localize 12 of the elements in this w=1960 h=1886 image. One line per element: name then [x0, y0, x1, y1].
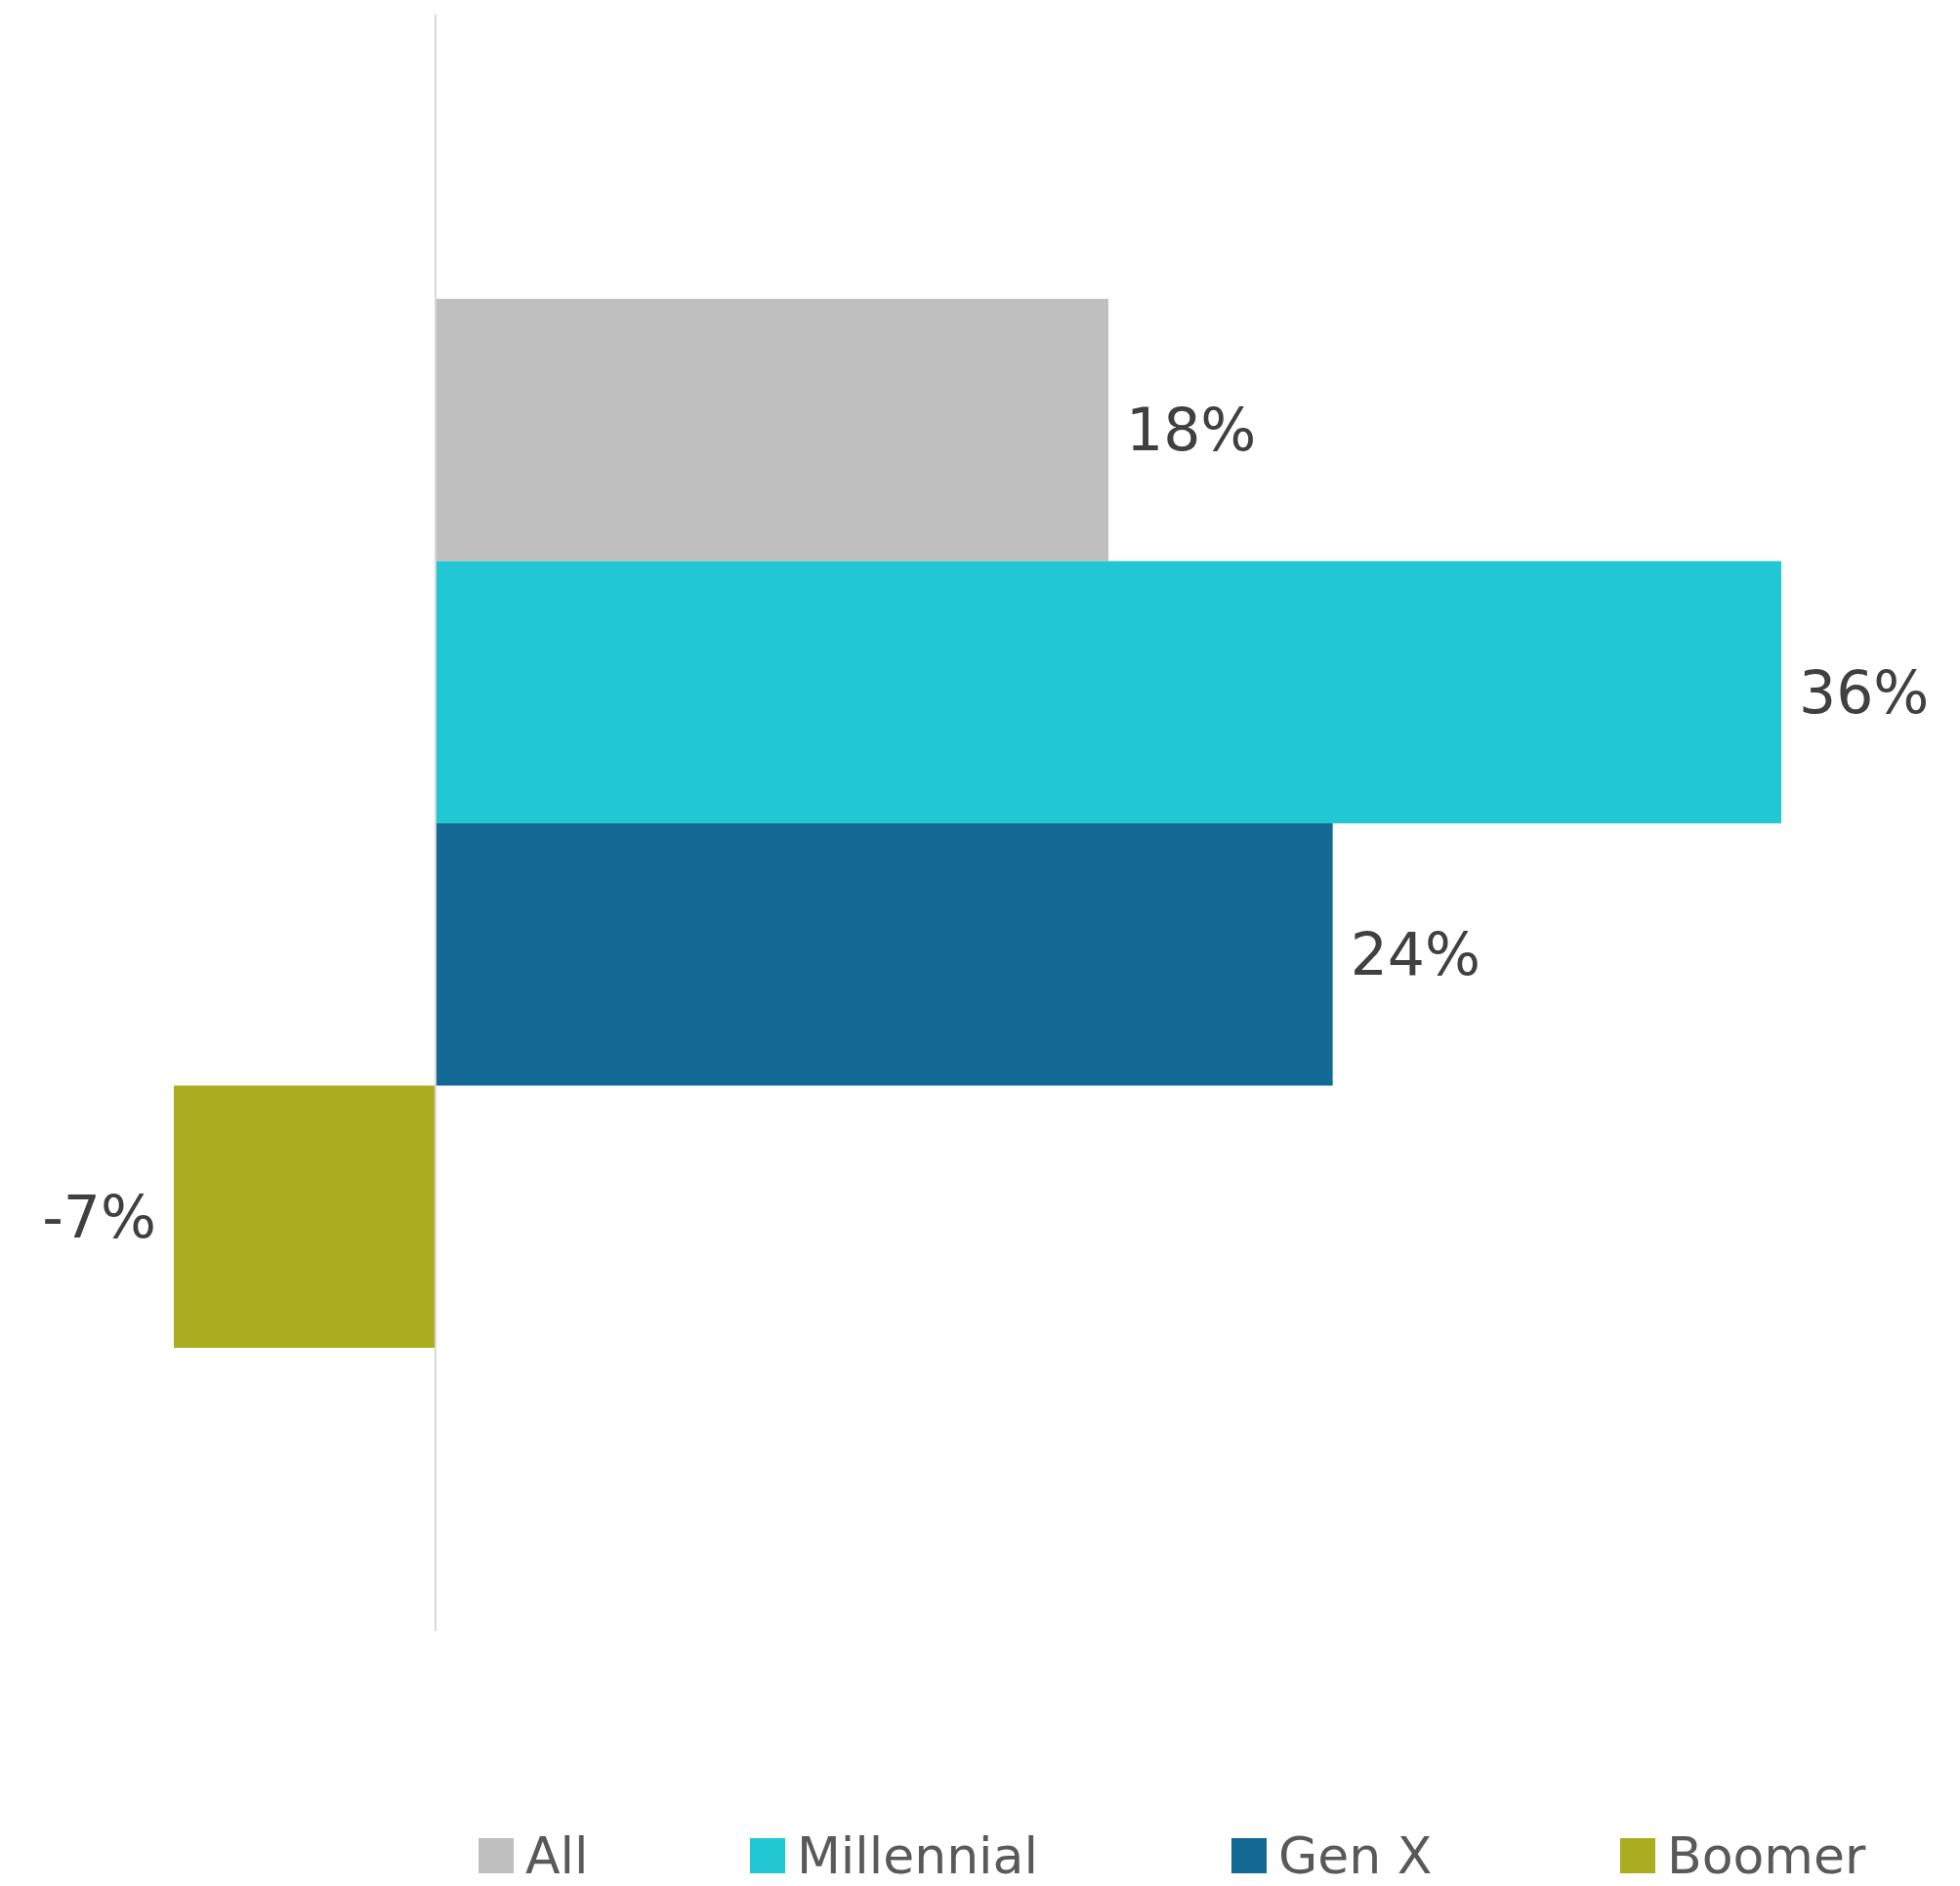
legend-label: Boomer: [1667, 1826, 1866, 1886]
bar: [435, 299, 1108, 562]
bar: [174, 1085, 436, 1348]
bar: [435, 561, 1781, 823]
legend-label: Gen X: [1278, 1826, 1433, 1886]
bar: [435, 823, 1333, 1086]
data-label: 36%: [1799, 657, 1930, 727]
data-label: -7%: [42, 1182, 156, 1251]
legend-label: All: [525, 1826, 589, 1886]
data-label: 18%: [1125, 396, 1257, 465]
legend-label: Millennial: [797, 1826, 1038, 1886]
data-label: 24%: [1350, 920, 1481, 989]
